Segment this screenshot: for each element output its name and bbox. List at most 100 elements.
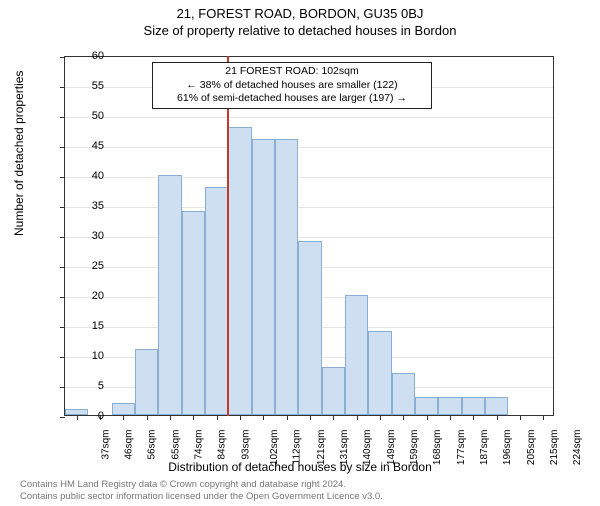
histogram-bar: [298, 241, 321, 415]
ytick-label: 25: [74, 260, 104, 272]
xtick-label: 93sqm: [240, 430, 251, 460]
xtick-mark: [473, 415, 474, 420]
xtick-mark: [427, 415, 428, 420]
xtick-label: 131sqm: [339, 430, 350, 466]
xtick-mark: [240, 415, 241, 420]
annotation-line1: 21 FOREST ROAD: 102sqm: [159, 65, 425, 79]
histogram-bar: [462, 397, 485, 415]
xtick-label: 159sqm: [409, 430, 420, 466]
xtick-mark: [147, 415, 148, 420]
xtick-mark: [217, 415, 218, 420]
histogram-bar: [392, 373, 415, 415]
xtick-mark: [543, 415, 544, 420]
annotation-line2: ← 38% of detached houses are smaller (12…: [159, 79, 425, 93]
xtick-mark: [520, 415, 521, 420]
xtick-label: 140sqm: [362, 430, 373, 466]
plot-area: [64, 56, 554, 416]
ytick-label: 0: [74, 410, 104, 422]
xtick-label: 102sqm: [269, 430, 280, 466]
histogram-bar: [182, 211, 205, 415]
xtick-mark: [497, 415, 498, 420]
xtick-mark: [193, 415, 194, 420]
footer-line1: Contains HM Land Registry data © Crown c…: [20, 479, 383, 490]
ytick-label: 55: [74, 80, 104, 92]
xtick-label: 121sqm: [316, 430, 327, 466]
xtick-label: 46sqm: [124, 430, 135, 460]
histogram-bar: [252, 139, 275, 415]
xtick-label: 74sqm: [194, 430, 205, 460]
ytick-label: 5: [74, 380, 104, 392]
histogram-bar: [438, 397, 461, 415]
xtick-mark: [123, 415, 124, 420]
y-axis-label: Number of detached properties: [12, 71, 26, 236]
ytick-mark: [60, 327, 65, 328]
gridline: [65, 117, 553, 118]
ytick-label: 10: [74, 350, 104, 362]
gridline: [65, 207, 553, 208]
ytick-mark: [60, 357, 65, 358]
ytick-label: 50: [74, 110, 104, 122]
ytick-mark: [60, 147, 65, 148]
annotation-box: 21 FOREST ROAD: 102sqm ← 38% of detached…: [152, 62, 432, 109]
xtick-label: 215sqm: [549, 430, 560, 466]
xtick-label: 37sqm: [100, 430, 111, 460]
xtick-label: 149sqm: [386, 430, 397, 466]
histogram-bar: [322, 367, 345, 415]
ytick-label: 60: [74, 50, 104, 62]
chart-title: 21, FOREST ROAD, BORDON, GU35 0BJ: [0, 6, 600, 21]
histogram-bar: [485, 397, 508, 415]
histogram-bar: [275, 139, 298, 415]
xtick-label: 65sqm: [170, 430, 181, 460]
ytick-mark: [60, 207, 65, 208]
histogram-bar: [112, 403, 135, 415]
ytick-mark: [60, 57, 65, 58]
ytick-mark: [60, 117, 65, 118]
footer-line2: Contains public sector information licen…: [20, 491, 383, 502]
gridline: [65, 237, 553, 238]
xtick-mark: [403, 415, 404, 420]
histogram-bar: [158, 175, 181, 415]
ytick-mark: [60, 267, 65, 268]
xtick-label: 177sqm: [456, 430, 467, 466]
xtick-mark: [170, 415, 171, 420]
ytick-label: 35: [74, 200, 104, 212]
xtick-label: 84sqm: [217, 430, 228, 460]
ytick-mark: [60, 177, 65, 178]
marker-line: [227, 56, 229, 416]
gridline: [65, 147, 553, 148]
xtick-mark: [310, 415, 311, 420]
xtick-label: 56sqm: [147, 430, 158, 460]
xtick-mark: [263, 415, 264, 420]
annotation-line3: 61% of semi-detached houses are larger (…: [159, 92, 425, 106]
ytick-mark: [60, 297, 65, 298]
ytick-mark: [60, 387, 65, 388]
xtick-label: 168sqm: [432, 430, 443, 466]
xtick-mark: [450, 415, 451, 420]
chart-area: 21 FOREST ROAD: 102sqm ← 38% of detached…: [64, 56, 554, 416]
gridline: [65, 177, 553, 178]
ytick-label: 30: [74, 230, 104, 242]
histogram-bar: [205, 187, 228, 415]
histogram-bar: [368, 331, 391, 415]
xtick-label: 224sqm: [572, 430, 583, 466]
xtick-label: 187sqm: [479, 430, 490, 466]
ytick-label: 20: [74, 290, 104, 302]
xtick-label: 205sqm: [526, 430, 537, 466]
ytick-label: 40: [74, 170, 104, 182]
histogram-bar: [415, 397, 438, 415]
xtick-mark: [287, 415, 288, 420]
xtick-label: 112sqm: [292, 430, 303, 465]
histogram-bar: [228, 127, 251, 415]
histogram-bar: [135, 349, 158, 415]
ytick-label: 15: [74, 320, 104, 332]
ytick-mark: [60, 417, 65, 418]
histogram-bar: [345, 295, 368, 415]
xtick-mark: [380, 415, 381, 420]
footer-attribution: Contains HM Land Registry data © Crown c…: [20, 479, 383, 502]
xtick-mark: [357, 415, 358, 420]
xtick-mark: [333, 415, 334, 420]
ytick-label: 45: [74, 140, 104, 152]
ytick-mark: [60, 237, 65, 238]
xtick-label: 196sqm: [502, 430, 513, 466]
chart-subtitle: Size of property relative to detached ho…: [0, 23, 600, 38]
